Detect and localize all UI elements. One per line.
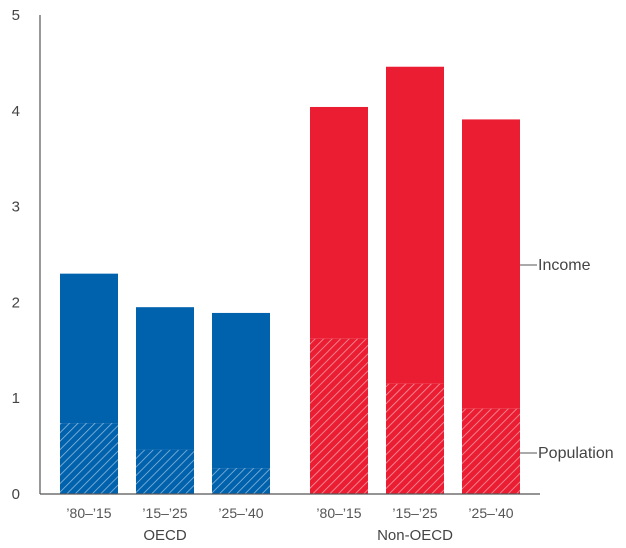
population-annotation-label: Population [538,445,614,462]
bars [60,66,520,494]
y-axis-ticks: 0 1 2 3 4 5 [12,7,20,503]
x-category-label: ’25–’40 [468,505,513,521]
y-tick-label: 5 [12,7,20,24]
group-label-non-oecd: Non-OECD [377,527,453,544]
x-category-label: ’15–’25 [142,505,187,521]
y-tick-label: 4 [12,103,20,120]
y-tick-label: 1 [12,390,20,407]
y-tick-label: 3 [12,199,20,216]
x-category-label: ’80–’15 [66,505,111,521]
bar-population-hatch-non-oecd-2 [462,408,520,494]
bar-population-hatch-non-oecd-1 [386,383,444,494]
x-category-label: ’80–’15 [316,505,361,521]
bar-income-non-oecd-1 [386,66,444,384]
bar-population-hatch-oecd-1 [136,449,194,494]
bar-population-hatch-oecd-2 [212,468,270,494]
bar-income-non-oecd-0 [310,106,368,339]
x-axis-labels: ’80–’15 ’15–’25 ’25–’40 OECD ’80–’15 ’15–’25 ’… [66,505,513,544]
income-annotation-label: Income [538,257,591,274]
bar-population-hatch-non-oecd-0 [310,338,368,494]
bar-income-oecd-2 [212,312,270,469]
y-tick-label: 2 [12,294,20,311]
x-category-label: ’25–’40 [218,505,263,521]
bar-population-hatch-oecd-0 [60,423,118,494]
group-label-oecd: OECD [143,527,187,544]
annotations: Income Population [520,257,614,462]
bar-income-oecd-0 [60,273,118,424]
y-tick-label: 0 [12,486,20,503]
x-category-label: ’15–’25 [392,505,437,521]
bar-income-oecd-1 [136,307,194,450]
bar-income-non-oecd-2 [462,119,520,409]
